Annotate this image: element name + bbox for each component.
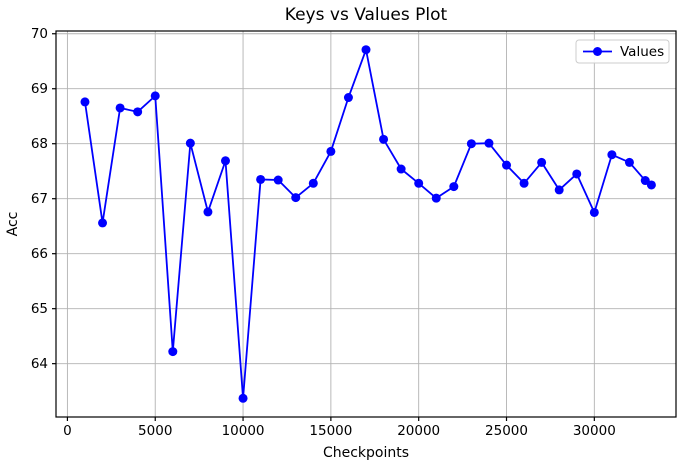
data-point-marker — [220, 156, 230, 166]
data-point-marker — [326, 146, 336, 156]
y-tick-label: 69 — [31, 81, 48, 97]
y-tick-label: 66 — [31, 246, 48, 262]
gridlines — [56, 31, 676, 417]
data-point-marker — [431, 193, 441, 203]
legend-box: Values — [575, 39, 670, 64]
data-point-marker — [203, 207, 213, 217]
y-tick-label: 67 — [31, 191, 48, 207]
data-point-marker — [519, 178, 529, 188]
data-point-marker — [554, 185, 564, 195]
data-point-marker — [185, 138, 195, 148]
data-point-marker — [168, 347, 178, 357]
x-tick-label: 5000 — [138, 423, 172, 439]
x-tick-label: 30000 — [573, 423, 616, 439]
legend-marker-sample — [593, 47, 602, 56]
data-point-marker — [379, 134, 389, 144]
y-tick-label: 65 — [31, 301, 48, 317]
plot-frame — [55, 30, 677, 418]
data-point-marker — [624, 157, 634, 167]
y-tick-label: 68 — [31, 136, 48, 152]
data-point-marker — [607, 150, 617, 160]
x-axis-ticks: 0 5000 10000 15000 20000 25000 30000 — [63, 417, 616, 439]
data-point-marker — [466, 139, 476, 149]
legend-frame — [575, 39, 670, 64]
x-tick-label: 0 — [63, 423, 72, 439]
data-point-marker — [133, 107, 143, 117]
line-path — [84, 48, 652, 400]
x-tick-label: 15000 — [309, 423, 352, 439]
data-point-marker — [589, 207, 599, 217]
data-point-marker — [396, 164, 406, 174]
data-point-marker — [308, 178, 318, 188]
data-point-marker — [537, 157, 547, 167]
x-tick-label: 20000 — [397, 423, 440, 439]
data-point-marker — [502, 160, 512, 170]
data-point-marker — [150, 91, 160, 101]
data-point-marker — [256, 174, 266, 184]
y-tick-label: 64 — [31, 356, 48, 372]
data-point-marker — [115, 103, 125, 113]
x-axis-label: Checkpoints — [323, 445, 409, 461]
y-tick-label: 70 — [31, 26, 48, 42]
chart-title: Keys vs Values Plot — [285, 5, 448, 25]
data-point-marker — [484, 138, 494, 148]
data-point-marker — [343, 93, 353, 103]
data-point-marker — [80, 97, 90, 107]
data-point-marker — [291, 193, 301, 203]
y-axis-ticks: 64 65 66 67 68 69 70 — [31, 26, 56, 372]
data-point-marker — [414, 178, 424, 188]
data-point-marker — [273, 175, 283, 185]
legend-entry-values: Values — [620, 44, 664, 60]
x-tick-label: 10000 — [222, 423, 265, 439]
data-point-marker — [646, 180, 656, 190]
data-point-marker — [238, 393, 248, 403]
y-axis-label: Acc — [5, 212, 21, 237]
data-point-marker — [361, 45, 371, 55]
x-tick-label: 25000 — [485, 423, 528, 439]
data-point-marker — [449, 182, 459, 192]
data-point-marker — [98, 218, 108, 228]
data-series-values — [80, 45, 656, 403]
data-point-marker — [572, 169, 582, 179]
